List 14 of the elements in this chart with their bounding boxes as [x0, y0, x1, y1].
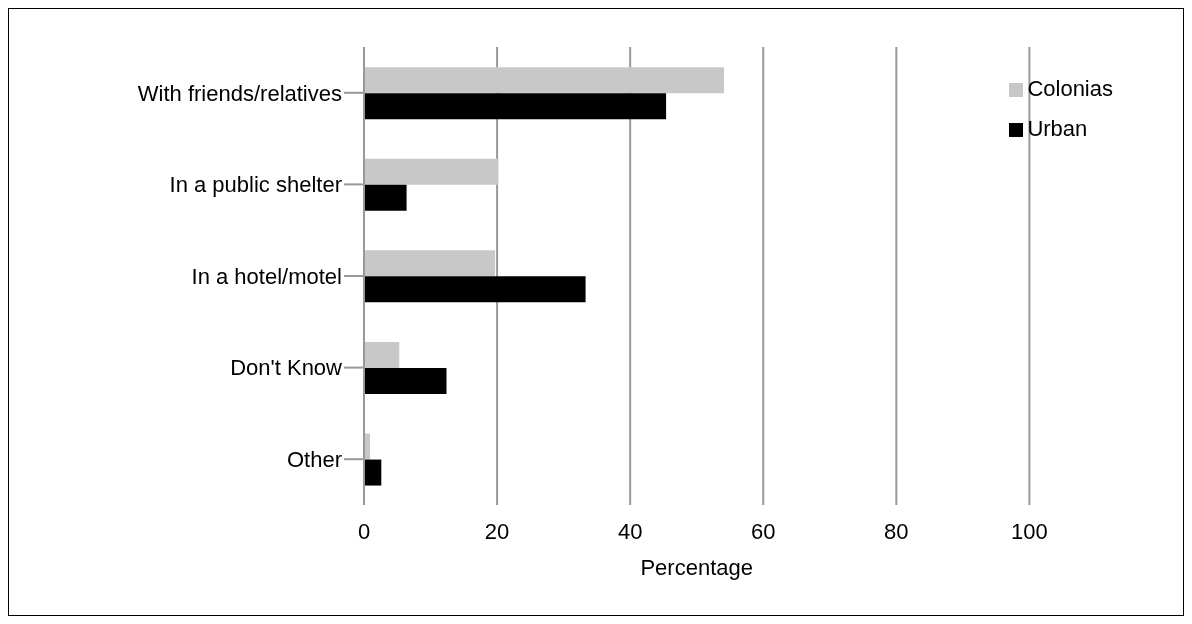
x-axis-title: Percentage — [640, 555, 753, 580]
x-tick-label: 100 — [1011, 518, 1048, 544]
legend-label: Colonias — [1027, 76, 1113, 101]
y-tick-label: In a hotel/motel — [191, 263, 342, 289]
x-tick-label: 80 — [884, 518, 909, 544]
legend-label: Urban — [1027, 116, 1088, 141]
x-tick-label: 0 — [357, 518, 371, 544]
y-tick-label: Other — [286, 447, 342, 473]
y-tick-label: Don't Know — [230, 355, 343, 381]
x-tick-label: 60 — [750, 518, 776, 544]
x-tick-label: 20 — [484, 518, 510, 544]
x-tick-label: 40 — [617, 518, 643, 544]
y-tick-label: With friends/relatives — [137, 80, 342, 106]
y-tick-label: In a public shelter — [169, 172, 342, 198]
